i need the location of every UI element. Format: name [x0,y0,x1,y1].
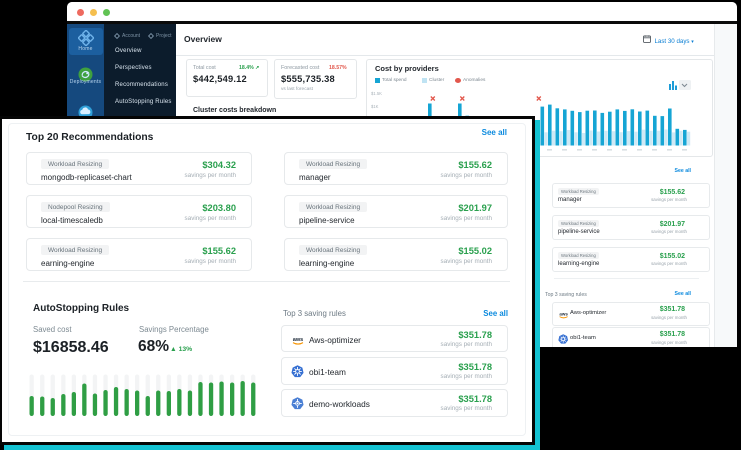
svg-text:aws: aws [293,337,304,343]
svg-text:aws: aws [559,311,568,316]
